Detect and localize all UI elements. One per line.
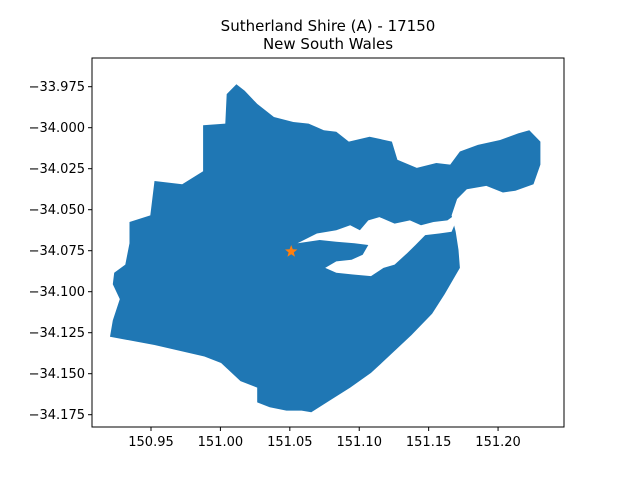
y-tick-label: −34.075 xyxy=(29,244,85,259)
y-tick-label: −34.050 xyxy=(29,203,85,218)
y-tick-label: −34.125 xyxy=(29,326,85,341)
y-tick-label: −34.150 xyxy=(29,367,85,382)
river-channel xyxy=(297,215,459,277)
x-tick-label: 151.10 xyxy=(336,435,382,450)
region-layer xyxy=(110,84,541,413)
x-tick-label: 150.95 xyxy=(128,435,174,450)
y-tick-label: −34.175 xyxy=(29,408,85,423)
y-axis: −33.975 −34.000 −34.025 −34.050 −34.075 −34.1… xyxy=(29,80,92,423)
axes-frame xyxy=(91,57,565,428)
chart-title: Sutherland Shire (A) - 17150 xyxy=(220,17,436,35)
y-tick-label: −34.000 xyxy=(29,121,85,136)
plot-area xyxy=(91,57,565,428)
marker-layer xyxy=(285,245,298,257)
x-tick-label: 151.20 xyxy=(475,435,521,450)
y-tick-label: −34.025 xyxy=(29,162,85,177)
y-tick-label: −34.100 xyxy=(29,285,85,300)
x-tick-label: 151.05 xyxy=(267,435,313,450)
x-tick-label: 151.00 xyxy=(198,435,244,450)
location-star-marker xyxy=(285,245,298,257)
chart-subtitle: New South Wales xyxy=(262,35,394,53)
y-tick-label: −33.975 xyxy=(29,80,85,95)
x-tick-label: 151.15 xyxy=(406,435,452,450)
x-axis: 150.95 151.00 151.05 151.10 151.15 151.20 xyxy=(128,427,521,450)
region-shape xyxy=(110,84,541,413)
